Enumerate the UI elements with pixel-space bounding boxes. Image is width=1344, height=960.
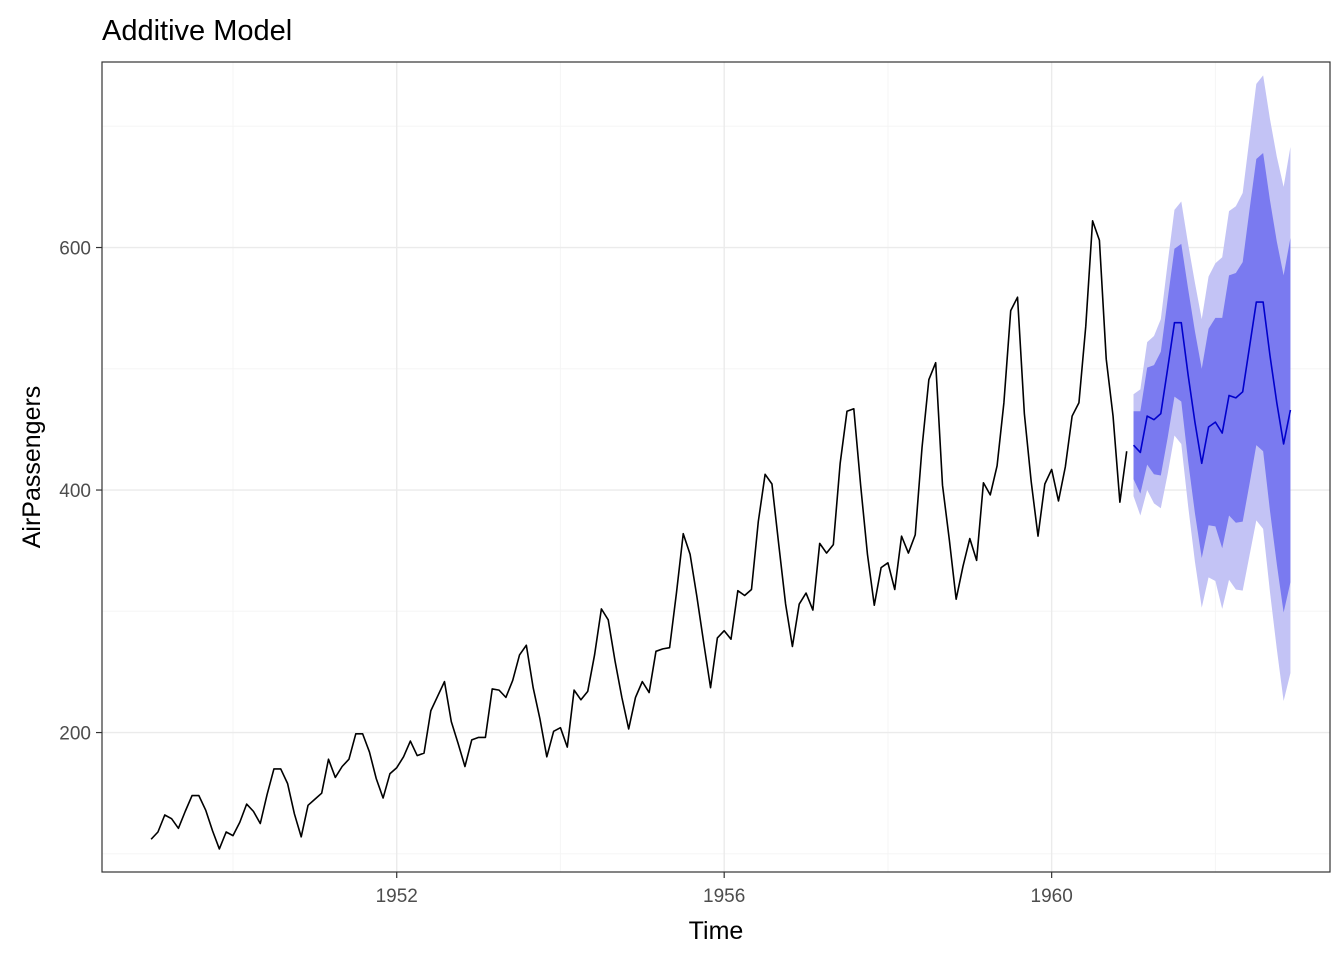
series-lines <box>150 220 1292 850</box>
x-axis-title: Time <box>689 917 744 945</box>
chart-title: Additive Model <box>102 15 292 47</box>
x-tick-label: 1952 <box>376 886 418 907</box>
history-line <box>150 220 1128 850</box>
x-axis-ticks: 1952 1956 1960 <box>376 872 1073 907</box>
x-tick-label: 1956 <box>703 886 745 907</box>
y-tick-label: 400 <box>59 481 91 502</box>
y-axis-title: AirPassengers <box>18 386 46 549</box>
band-80 <box>1133 152 1291 613</box>
y-tick-label: 600 <box>59 239 91 260</box>
forecast-line <box>1132 301 1292 465</box>
y-axis-ticks: 200 400 600 <box>59 239 102 745</box>
x-tick-label: 1960 <box>1031 886 1073 907</box>
y-tick-label: 200 <box>59 724 91 745</box>
grid-lines <box>102 62 1330 872</box>
prediction-intervals <box>1133 75 1291 702</box>
panel-border <box>101 61 1331 873</box>
